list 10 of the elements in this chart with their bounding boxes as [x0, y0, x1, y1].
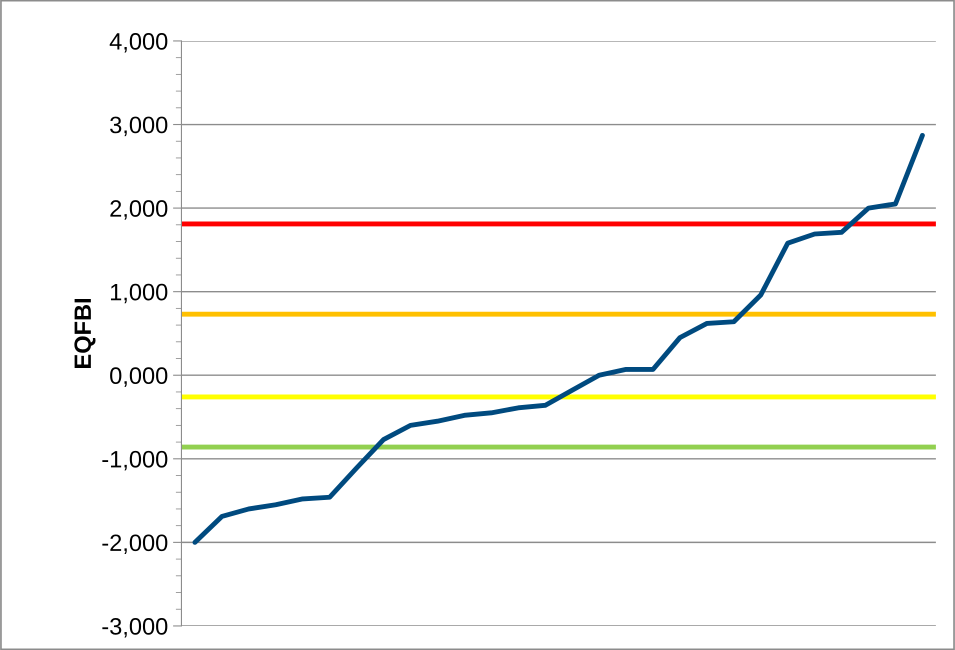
y-tick-label: -2,000 — [102, 534, 168, 554]
y-tick-label: 4,000 — [110, 33, 168, 53]
y-tick-label: 0,000 — [110, 367, 168, 387]
y-axis-title: EQFBI — [74, 298, 96, 368]
line-series — [192, 132, 925, 545]
y-tick-label: 3,000 — [110, 116, 168, 136]
y-tick-label: 1,000 — [110, 284, 168, 304]
y-tick-label: 2,000 — [110, 200, 168, 220]
y-tick-label: -3,000 — [102, 618, 168, 638]
y-tick-label: -1,000 — [102, 450, 168, 470]
